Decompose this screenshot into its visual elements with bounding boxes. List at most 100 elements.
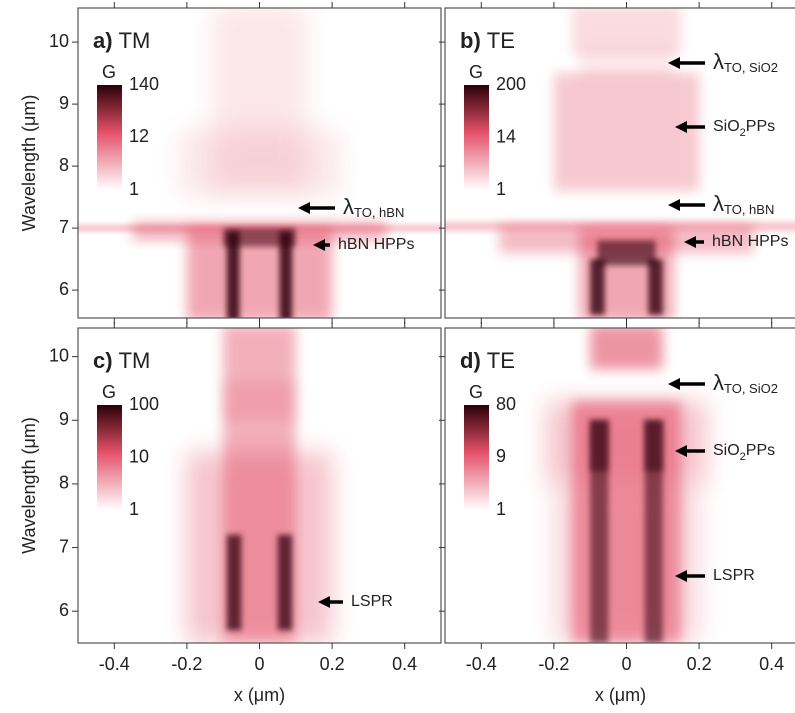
annotation: hBN HPPs — [338, 236, 414, 253]
colorbar-tick-label: 14 — [496, 126, 516, 146]
colorbar — [464, 85, 489, 190]
panel-letter: b) — [460, 28, 481, 53]
annotation-text: hBN HPPs — [712, 233, 788, 250]
y-tick-label: 6 — [59, 600, 69, 620]
arrow-head — [668, 57, 680, 69]
field — [223, 382, 296, 421]
colorbar — [97, 85, 122, 190]
annotation-sub: TO, SiO2 — [724, 381, 778, 396]
heatmap — [78, 8, 441, 318]
heatmap — [78, 328, 441, 643]
annotation-sub: 2 — [740, 127, 746, 139]
annotation-text: λ — [713, 49, 724, 74]
colorbar — [464, 405, 489, 510]
field — [579, 48, 674, 80]
panel-mode: TE — [487, 348, 515, 373]
colorbar-title: G — [102, 382, 116, 402]
colorbar — [97, 405, 122, 510]
x-tick-label: -0.4 — [99, 654, 130, 674]
field — [226, 231, 240, 318]
panel-letter: c) — [93, 348, 113, 373]
y-tick-label: 8 — [59, 155, 69, 175]
field — [597, 240, 656, 266]
annotation: LSPR — [351, 593, 393, 610]
panel-mode: TM — [119, 348, 151, 373]
annotation: SiO2PPs — [713, 442, 775, 463]
arrow-head — [675, 570, 687, 582]
colorbar-tick-label: 80 — [496, 394, 516, 414]
arrow-head — [684, 236, 696, 248]
x-tick-label: 0 — [621, 654, 631, 674]
field — [223, 228, 296, 247]
annotation-text: λ — [343, 194, 354, 219]
annotation-sub: TO, hBN — [354, 205, 404, 220]
x-tick-label: -0.4 — [466, 654, 497, 674]
annotation-text: λ — [713, 191, 724, 216]
x-tick-label: 0.2 — [687, 654, 712, 674]
field — [590, 328, 663, 370]
arrow-head — [318, 596, 330, 608]
colorbar-tick-label: 10 — [129, 446, 149, 466]
colorbar-tick-label: 1 — [496, 179, 506, 199]
colorbar-tick-label: 100 — [129, 394, 159, 414]
colorbar-tick-label: 9 — [496, 446, 506, 466]
annotation-text: hBN HPPs — [338, 236, 414, 253]
annotation: LSPR — [713, 567, 755, 584]
field — [590, 420, 609, 643]
colorbar-title: G — [469, 382, 483, 402]
annotation: λTO, hBN — [343, 194, 404, 221]
y-axis-label: Wavelength (μm) — [19, 417, 39, 554]
arrow-head — [313, 239, 325, 251]
field — [590, 259, 605, 315]
field — [186, 452, 333, 643]
colorbar-tick-label: 12 — [129, 126, 149, 146]
annotation-sub: 2 — [740, 451, 746, 463]
colorbar-tick-label: 1 — [129, 179, 139, 199]
arrow-head — [668, 199, 680, 211]
panel-letter: d) — [460, 348, 481, 373]
x-tick-label: -0.2 — [171, 654, 202, 674]
y-tick-label: 7 — [59, 217, 69, 237]
y-tick-label: 8 — [59, 473, 69, 493]
annotation: λTO, SiO2 — [713, 370, 778, 397]
arrow-head — [298, 202, 310, 214]
x-axis-label: x (μm) — [234, 685, 285, 705]
heatmap — [445, 328, 795, 643]
panel-label: b) TE — [460, 28, 515, 53]
field — [226, 534, 242, 631]
panel-label: d) TE — [460, 348, 515, 373]
field — [590, 420, 609, 472]
y-tick-label: 10 — [49, 345, 69, 365]
annotation-sub: TO, SiO2 — [724, 60, 778, 75]
y-axis-label: Wavelength (μm) — [19, 95, 39, 232]
panel-letter: a) — [93, 28, 113, 53]
x-tick-label: -0.2 — [538, 654, 569, 674]
colorbar-title: G — [469, 62, 483, 82]
annotation: λTO, SiO2 — [713, 49, 778, 76]
y-tick-label: 9 — [59, 409, 69, 429]
colorbar-tick-label: 200 — [496, 74, 526, 94]
field — [648, 259, 663, 315]
annotation-after: PPs — [746, 118, 775, 135]
colorbar-tick-label: 1 — [496, 499, 506, 519]
y-tick-label: 9 — [59, 93, 69, 113]
colorbar-title: G — [102, 62, 116, 82]
colorbar-tick-label: 140 — [129, 74, 159, 94]
panel-label: a) TM — [93, 28, 150, 53]
x-tick-label: 0.4 — [392, 654, 417, 674]
field — [572, 8, 681, 55]
heatmap — [445, 8, 795, 318]
y-tick-label: 10 — [49, 31, 69, 51]
field — [277, 534, 293, 631]
colorbar-tick-label: 1 — [129, 499, 139, 519]
annotation-sub: TO, hBN — [724, 202, 774, 217]
annotation-text: LSPR — [351, 593, 393, 610]
annotation-text: λ — [713, 370, 724, 395]
annotation: hBN HPPs — [712, 233, 788, 250]
arrow-head — [675, 121, 687, 133]
field — [644, 420, 663, 472]
panel-mode: TE — [487, 28, 515, 53]
y-tick-label: 7 — [59, 536, 69, 556]
x-tick-label: 0.2 — [320, 654, 345, 674]
